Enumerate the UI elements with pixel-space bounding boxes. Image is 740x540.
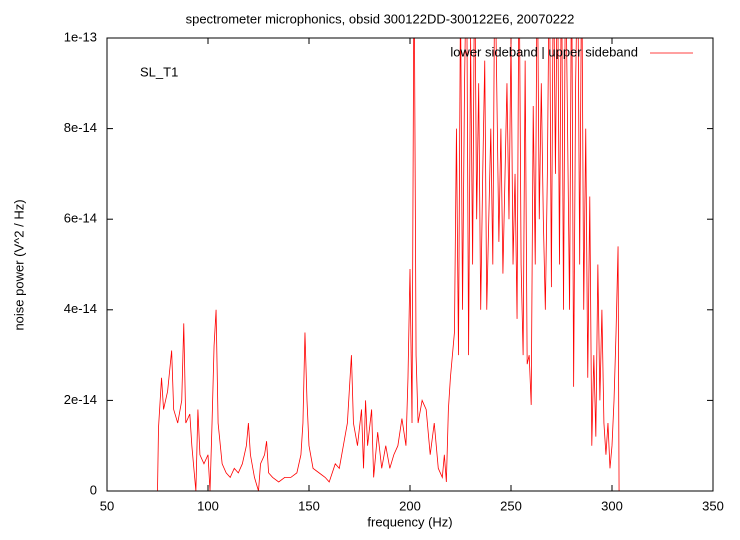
plot-border <box>106 37 714 492</box>
x-tick-label: 350 <box>702 498 724 513</box>
legend-label: lower sideband | upper sideband <box>450 44 638 59</box>
annotation: SL_T1 <box>140 64 178 79</box>
x-tick-label: 150 <box>298 498 320 513</box>
y-tick-label: 6e-14 <box>64 211 97 226</box>
y-axis-label: noise power (V^2 / Hz) <box>11 199 26 330</box>
y-tick-label: 1e-13 <box>64 29 97 44</box>
x-tick-label: 100 <box>197 498 219 513</box>
chart-title: spectrometer microphonics, obsid 300122D… <box>186 11 575 26</box>
x-tick-label: 250 <box>500 498 522 513</box>
y-tick-label: 8e-14 <box>64 120 97 135</box>
x-tick-label: 50 <box>100 498 114 513</box>
x-tick-label: 300 <box>601 498 623 513</box>
data-line <box>107 38 713 491</box>
x-axis-label: frequency (Hz) <box>367 514 452 529</box>
y-tick-label: 0 <box>90 482 97 497</box>
plot-area <box>107 38 713 491</box>
y-tick-label: 2e-14 <box>64 392 97 407</box>
y-tick-label: 4e-14 <box>64 301 97 316</box>
x-tick-label: 200 <box>399 498 421 513</box>
